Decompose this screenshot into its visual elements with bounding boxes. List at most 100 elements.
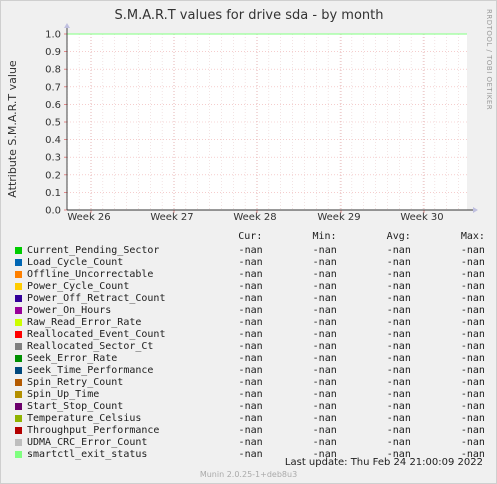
munin-version: Munin 2.0.25-1+deb8u3 bbox=[199, 470, 298, 479]
legend-series-name: Temperature_Celsius bbox=[27, 413, 142, 424]
legend-swatch bbox=[15, 427, 22, 434]
y-tick-label: 0.8 bbox=[45, 65, 61, 76]
y-tick-label: 0.5 bbox=[45, 118, 61, 129]
legend-row: Reallocated_Sector_Ct -nan -nan -nan -nan bbox=[15, 341, 485, 353]
legend-value-cur: -nan bbox=[238, 389, 263, 400]
legend-swatch bbox=[15, 439, 22, 446]
legend-value-avg: -nan bbox=[386, 353, 411, 364]
legend-value-min: -nan bbox=[312, 269, 337, 280]
legend-series-name: Reallocated_Event_Count bbox=[27, 329, 166, 340]
legend-value-max: -nan bbox=[460, 245, 485, 256]
rrdtool-credit: RRDTOOL / TOBI OETIKER bbox=[485, 9, 493, 110]
legend-value-avg: -nan bbox=[386, 281, 411, 292]
legend-series-name: Reallocated_Sector_Ct bbox=[27, 341, 154, 352]
legend-value-avg: -nan bbox=[386, 437, 411, 448]
legend-value-avg: -nan bbox=[386, 401, 411, 412]
legend-series-name: Current_Pending_Sector bbox=[27, 245, 160, 256]
x-tick-label: Week 29 bbox=[317, 212, 360, 223]
header-avg: Avg: bbox=[386, 231, 411, 242]
legend-series-name: Start_Stop_Count bbox=[27, 401, 124, 412]
legend-value-avg: -nan bbox=[386, 449, 411, 460]
legend-row: Seek_Time_Performance -nan -nan -nan -nan bbox=[15, 365, 485, 377]
legend-value-avg: -nan bbox=[386, 425, 411, 436]
y-tick-label: 0.6 bbox=[45, 100, 61, 111]
legend-value-avg: -nan bbox=[386, 341, 411, 352]
legend-value-min: -nan bbox=[312, 281, 337, 292]
legend-series-name: Seek_Error_Rate bbox=[27, 353, 118, 364]
legend-value-min: -nan bbox=[312, 449, 337, 460]
legend-value-cur: -nan bbox=[238, 353, 263, 364]
y-tick-label: 0.7 bbox=[45, 82, 61, 93]
legend-value-max: -nan bbox=[460, 317, 485, 328]
legend-swatch bbox=[15, 367, 22, 374]
legend-row: Power_On_Hours -nan -nan -nan -nan bbox=[15, 305, 485, 317]
legend-value-avg: -nan bbox=[386, 329, 411, 340]
legend-value-cur: -nan bbox=[238, 293, 263, 304]
y-tick-label: 0.4 bbox=[45, 135, 61, 146]
legend-value-cur: -nan bbox=[238, 377, 263, 388]
legend-value-max: -nan bbox=[460, 293, 485, 304]
legend-value-cur: -nan bbox=[238, 257, 263, 268]
legend-swatch bbox=[15, 379, 22, 386]
legend-swatch bbox=[15, 307, 22, 314]
legend-value-min: -nan bbox=[312, 413, 337, 424]
legend-swatch bbox=[15, 295, 22, 302]
legend-series-name: Offline_Uncorrectable bbox=[27, 269, 154, 280]
y-axis-label: Attribute S.M.A.R.T value bbox=[6, 60, 19, 198]
legend-value-min: -nan bbox=[312, 317, 337, 328]
legend-value-min: -nan bbox=[312, 377, 337, 388]
legend-value-min: -nan bbox=[312, 329, 337, 340]
legend-series-name: Seek_Time_Performance bbox=[27, 365, 154, 376]
legend-value-cur: -nan bbox=[238, 305, 263, 316]
legend-swatch bbox=[15, 391, 22, 398]
legend-value-cur: -nan bbox=[238, 401, 263, 412]
legend-series-name: Throughput_Performance bbox=[27, 425, 160, 436]
legend-swatch bbox=[15, 247, 22, 254]
legend-value-min: -nan bbox=[312, 257, 337, 268]
legend-value-min: -nan bbox=[312, 353, 337, 364]
legend-value-avg: -nan bbox=[386, 413, 411, 424]
legend-value-avg: -nan bbox=[386, 257, 411, 268]
legend-value-min: -nan bbox=[312, 365, 337, 376]
legend-series-name: Power_On_Hours bbox=[27, 305, 112, 316]
legend-value-max: -nan bbox=[460, 437, 485, 448]
y-tick-label: 0.9 bbox=[45, 47, 61, 58]
legend-value-avg: -nan bbox=[386, 293, 411, 304]
legend-swatch bbox=[15, 403, 22, 410]
legend-series-name: Spin_Up_Time bbox=[27, 389, 100, 400]
x-tick-label: Week 26 bbox=[67, 212, 110, 223]
header-min: Min: bbox=[312, 231, 337, 242]
legend-value-max: -nan bbox=[460, 365, 485, 376]
legend-value-max: -nan bbox=[460, 281, 485, 292]
legend-value-min: -nan bbox=[312, 305, 337, 316]
legend-value-avg: -nan bbox=[386, 317, 411, 328]
legend-value-cur: -nan bbox=[238, 341, 263, 352]
legend-value-cur: -nan bbox=[238, 317, 263, 328]
x-tick-label: Week 28 bbox=[233, 212, 276, 223]
x-ticks: Week 26 Week 27 Week 28 Week 29 Week 30 bbox=[67, 210, 444, 223]
legend-value-cur: -nan bbox=[238, 281, 263, 292]
y-tick-label: 0.0 bbox=[45, 206, 61, 217]
legend-row: Raw_Read_Error_Rate -nan -nan -nan -nan bbox=[15, 317, 485, 329]
legend-value-cur: -nan bbox=[238, 269, 263, 280]
legend-row: Start_Stop_Count -nan -nan -nan -nan bbox=[15, 401, 485, 413]
chart-title: S.M.A.R.T values for drive sda - by mont… bbox=[115, 8, 384, 23]
legend-value-min: -nan bbox=[312, 389, 337, 400]
y-tick-label: 0.3 bbox=[45, 153, 61, 164]
legend-value-cur: -nan bbox=[238, 365, 263, 376]
legend-row: Reallocated_Event_Count -nan -nan -nan -nan bbox=[15, 329, 485, 341]
legend-swatch bbox=[15, 271, 22, 278]
legend-value-min: -nan bbox=[312, 401, 337, 412]
legend-value-max: -nan bbox=[460, 389, 485, 400]
legend-series-name: Spin_Retry_Count bbox=[27, 377, 124, 388]
legend-row: Spin_Up_Time -nan -nan -nan -nan bbox=[15, 389, 485, 401]
x-axis-arrow bbox=[473, 207, 478, 213]
legend-value-max: -nan bbox=[460, 353, 485, 364]
legend-value-avg: -nan bbox=[386, 365, 411, 376]
legend-value-max: -nan bbox=[460, 449, 485, 460]
legend-value-cur: -nan bbox=[238, 245, 263, 256]
legend-swatch bbox=[15, 331, 22, 338]
legend-series-name: Power_Off_Retract_Count bbox=[27, 293, 166, 304]
legend-series-name: Power_Cycle_Count bbox=[27, 281, 130, 292]
legend-row: Load_Cycle_Count -nan -nan -nan -nan bbox=[15, 257, 485, 269]
